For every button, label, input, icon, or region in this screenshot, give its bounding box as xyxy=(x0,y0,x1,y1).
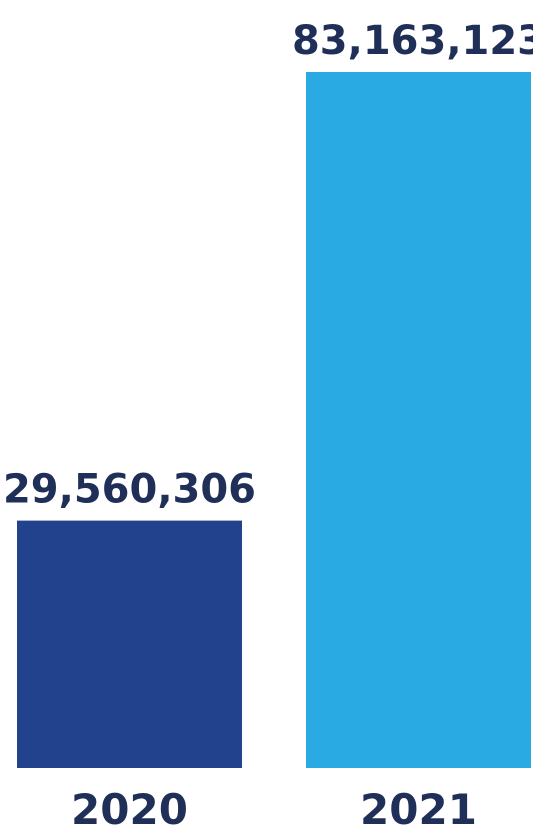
bars-layer xyxy=(17,72,531,768)
bar-2021 xyxy=(306,72,531,768)
data-label-2021: 83,163,123 xyxy=(292,18,533,64)
x-tick-label-2021: 2021 xyxy=(360,785,477,829)
data-labels-layer: 29,560,306 83,163,123 xyxy=(3,18,533,513)
data-label-2020: 29,560,306 xyxy=(3,467,256,513)
x-axis-ticks: 2020 2021 xyxy=(71,785,477,829)
x-tick-label-2020: 2020 xyxy=(71,785,188,829)
bar-2020 xyxy=(17,520,242,768)
